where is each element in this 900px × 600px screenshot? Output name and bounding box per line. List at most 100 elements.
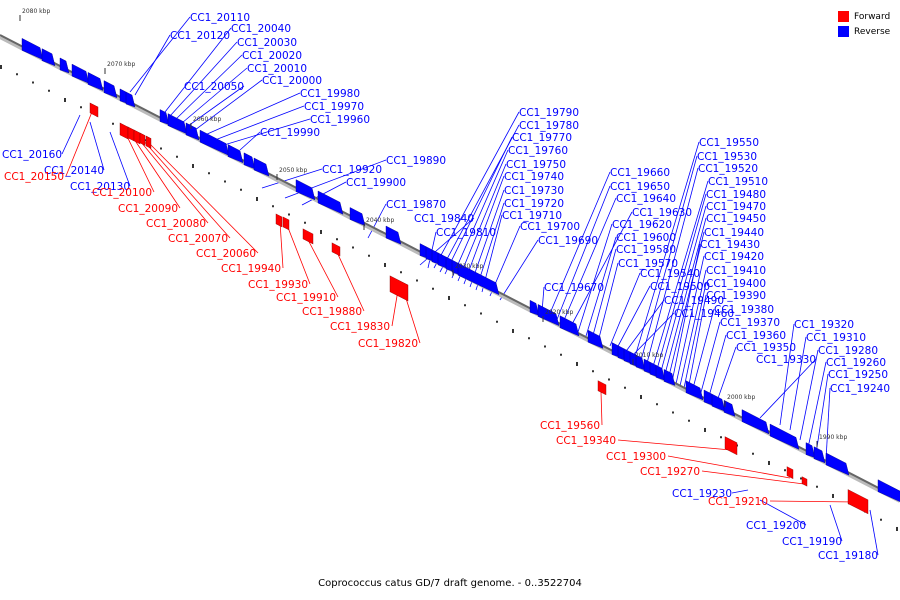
gene-label-reverse: CC1_19380: [714, 304, 774, 316]
gene-label-reverse: CC1_19450: [706, 213, 766, 225]
leader-line: [759, 499, 807, 526]
leader-line: [223, 118, 311, 146]
scale-dot: [464, 304, 466, 307]
reverse-gene: [537, 304, 560, 327]
forward-gene: [389, 275, 409, 302]
scale-dot: [368, 254, 370, 257]
scale-dot: [208, 172, 210, 175]
tick-label: 2020 kbp: [545, 309, 573, 316]
reverse-gene: [723, 399, 736, 417]
reverse-gene: [663, 369, 676, 386]
gene-label-reverse: CC1_19230: [672, 488, 732, 500]
forward-gene: [275, 213, 283, 228]
gene-label-forward: CC1_19930: [248, 279, 308, 291]
scale-dot: [288, 213, 290, 216]
reverse-gene: [21, 38, 44, 60]
leader-line: [367, 203, 387, 239]
legend-reverse-swatch: [838, 26, 849, 37]
gene-label-reverse: CC1_19190: [782, 536, 842, 548]
forward-gene: [282, 216, 290, 231]
scale-dot: [672, 411, 674, 414]
leader-line: [123, 129, 155, 193]
gene-label-reverse: CC1_19870: [386, 199, 446, 211]
gene-label-reverse: CC1_19400: [706, 278, 766, 290]
gene-label-reverse: CC1_19640: [616, 193, 676, 205]
leader-line: [639, 155, 698, 365]
reverse-gene: [741, 409, 770, 435]
leader-line: [457, 163, 507, 282]
gene-label-forward: CC1_20070: [168, 233, 228, 245]
scale-dot: [800, 477, 802, 480]
gene-label-reverse: CC1_19980: [300, 88, 360, 100]
leader-line: [779, 323, 795, 426]
leader-line: [679, 269, 707, 387]
leader-line: [829, 504, 843, 542]
gene-label-reverse: CC1_19650: [610, 181, 670, 193]
leader-line: [683, 282, 707, 389]
leader-line: [615, 285, 651, 351]
gene-label-reverse: CC1_19330: [756, 354, 816, 366]
reverse-gene: [825, 452, 850, 476]
gene-label-reverse: CC1_19500: [650, 281, 710, 293]
leader-line: [585, 236, 617, 337]
leader-line: [555, 185, 611, 323]
leader-line: [134, 34, 171, 96]
leader-line: [633, 141, 700, 361]
gene-label-reverse: CC1_20050: [184, 81, 244, 93]
tick-labels: 2080 kbp 2070 kbp 2060 kbp 2050 kbp 2040 kbp…: [19, 8, 847, 447]
gene-label-reverse: CC1_19720: [504, 198, 564, 210]
leader-line: [667, 455, 791, 479]
scale-dot: [224, 180, 226, 183]
scale-dot: [64, 97, 66, 102]
leader-line: [194, 79, 263, 131]
leader-line: [391, 289, 399, 327]
scale-dot: [496, 320, 498, 323]
leader-line: [671, 243, 701, 383]
leader-line: [869, 509, 879, 556]
scale-dot: [592, 370, 594, 373]
scale-dot: [624, 386, 626, 389]
leader-line: [687, 294, 707, 391]
legend: Forward Reverse: [838, 9, 890, 39]
gene-label-reverse: CC1_19630: [632, 207, 692, 219]
leader-line: [731, 489, 749, 494]
leader-line: [600, 391, 603, 426]
gene-label-forward: CC1_19910: [276, 292, 336, 304]
forward-gene: [331, 242, 341, 257]
reverse-gene: [813, 446, 826, 464]
scale-dot: [816, 485, 818, 488]
gene-label-reverse: CC1_19430: [700, 239, 760, 251]
reverse-gene: [685, 380, 704, 401]
gene-label-reverse: CC1_19660: [610, 167, 670, 179]
leader-line: [759, 358, 817, 419]
gene-label-reverse: CC1_19790: [519, 107, 579, 119]
gene-label-reverse: CC1_19490: [664, 295, 724, 307]
leader-line: [663, 217, 707, 379]
scale-dot: [480, 312, 482, 315]
genome-caption: Coprococcus catus GD/7 draft genome. - 0…: [318, 578, 582, 589]
reverse-gene: [877, 479, 900, 502]
leader-line: [789, 336, 807, 431]
gene-label-reverse: CC1_19990: [260, 127, 320, 139]
tick-label: 2000 kbp: [727, 394, 755, 401]
legend-reverse-label: Reverse: [854, 26, 891, 37]
gene-label-reverse: CC1_19240: [830, 383, 890, 395]
leader-line: [129, 16, 191, 93]
leader-line: [807, 361, 827, 449]
leader-line: [645, 167, 699, 368]
scale-dot: [416, 279, 418, 282]
leader-line: [147, 141, 259, 254]
legend-forward-swatch: [838, 11, 849, 22]
gene-label-reverse: CC1_19250: [828, 369, 888, 381]
gene-label-reverse: CC1_19390: [706, 290, 766, 302]
gene-label-reverse: CC1_20040: [231, 23, 291, 35]
leader-lines: [61, 16, 879, 556]
leader-line: [335, 249, 365, 312]
gene-label-forward: CC1_19880: [302, 306, 362, 318]
reverse-gene: [253, 157, 270, 177]
leader-line: [301, 181, 347, 206]
forward-gene: [119, 122, 129, 140]
leader-line: [547, 171, 611, 319]
forward-gene: [597, 380, 607, 396]
leader-line: [65, 106, 95, 177]
